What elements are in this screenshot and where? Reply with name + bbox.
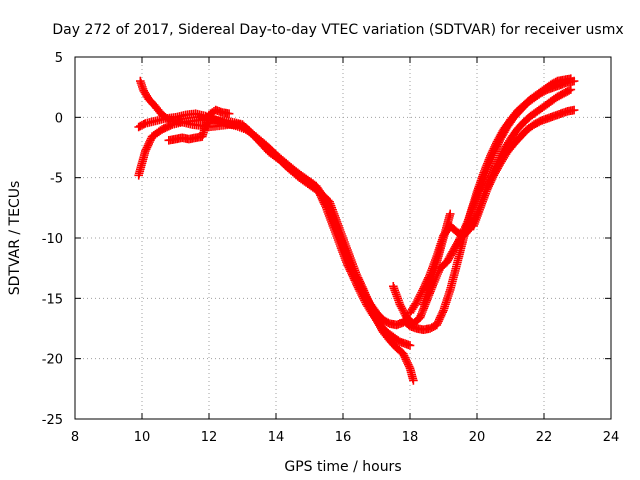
x-tick-label: 14	[268, 430, 285, 445]
y-tick-label: -15	[42, 292, 63, 307]
data-points	[134, 74, 579, 385]
series-arc-4	[164, 105, 234, 145]
data-point-marker	[445, 209, 455, 219]
x-tick-label: 22	[536, 430, 553, 445]
y-tick-labels: -25 -20 -15 -10 -5 0 5	[42, 51, 63, 428]
x-tick-label: 16	[335, 430, 352, 445]
x-tick-label: 20	[469, 430, 486, 445]
series-arc-9	[469, 105, 579, 231]
data-point-marker	[405, 341, 415, 350]
x-tick-labels: 8 10 12 14 16 18 20 22 24	[71, 430, 619, 445]
y-tick-label: 0	[55, 111, 63, 126]
data-point-marker	[569, 76, 579, 86]
x-axis-label: GPS time / hours	[284, 459, 401, 475]
data-point-marker	[566, 85, 576, 94]
x-tick-label: 10	[134, 430, 151, 445]
data-point-marker	[569, 105, 579, 115]
y-tick-label: -20	[42, 353, 63, 368]
y-axis-label: SDTVAR / TECUs	[7, 181, 23, 296]
y-tick-label: 5	[55, 51, 63, 66]
x-tick-label: 24	[603, 430, 620, 445]
x-tick-label: 8	[71, 430, 79, 445]
axis-ticks	[74, 56, 612, 420]
data-point-marker	[409, 376, 418, 385]
y-tick-label: -25	[42, 413, 63, 428]
x-tick-label: 18	[402, 430, 419, 445]
y-tick-label: -10	[42, 232, 63, 247]
x-tick-label: 12	[201, 430, 218, 445]
chart-title: Day 272 of 2017, Sidereal Day-to-day VTE…	[52, 22, 623, 38]
y-tick-label: -5	[50, 172, 63, 187]
series-arc-3	[134, 109, 408, 330]
series-arc-8	[419, 209, 455, 309]
data-point-marker	[224, 109, 234, 118]
